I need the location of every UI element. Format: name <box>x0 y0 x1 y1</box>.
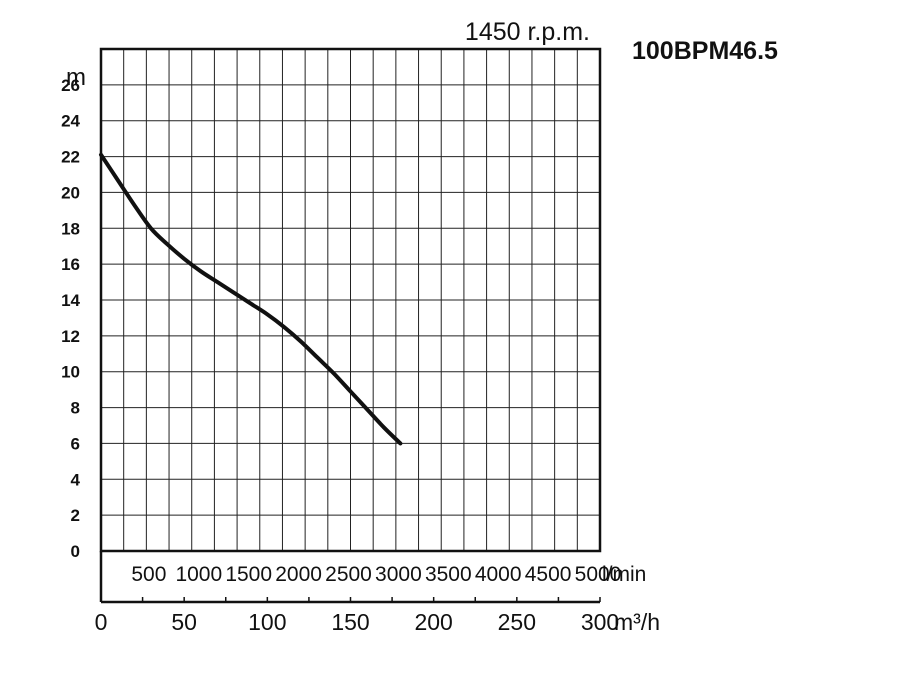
plot-border <box>99 47 602 553</box>
lmin-tick-label: 3500 <box>425 563 472 586</box>
lmin-tick-label: 500 <box>131 563 166 586</box>
y-tick-label: 0 <box>71 542 80 561</box>
y-tick-label: 2 <box>71 506 80 525</box>
m3h-tick-label: 100 <box>248 609 286 635</box>
y-tick-label: 14 <box>61 291 80 310</box>
chart-frame <box>99 47 602 604</box>
m3h-tick-label: 300 <box>581 609 619 635</box>
lmin-tick-labels: 500 1000 1500 2000 2500 3000 3500 4000 4500 5000 <box>131 563 621 586</box>
y-tick-label: 18 <box>61 219 80 238</box>
y-tick-label: 8 <box>71 399 80 418</box>
y-tick-label: 20 <box>61 183 80 202</box>
lmin-tick-label: 4500 <box>525 563 572 586</box>
m3h-tick-label: 250 <box>498 609 536 635</box>
lmin-axis-unit: l/min <box>602 563 646 586</box>
model-label: 100BPM46.5 <box>632 37 778 65</box>
lmin-tick-label: 2000 <box>275 563 322 586</box>
grid <box>101 49 600 551</box>
y-tick-label: 12 <box>61 327 80 346</box>
m3h-tick-label: 0 <box>95 609 108 635</box>
lmin-tick-label: 4000 <box>475 563 522 586</box>
y-tick-label: 6 <box>71 434 80 453</box>
m3h-tick-label: 150 <box>331 609 369 635</box>
y-axis-unit: m <box>66 64 86 91</box>
y-tick-label: 4 <box>71 470 81 489</box>
lmin-tick-label: 5000 <box>575 563 622 586</box>
y-tick-label: 22 <box>61 148 80 167</box>
speed-label: 1450 r.p.m. <box>465 18 590 46</box>
lmin-tick-label: 1000 <box>175 563 222 586</box>
y-tick-label: 10 <box>61 363 80 382</box>
lmin-tick-label: 3000 <box>375 563 422 586</box>
m3h-axis-unit: m³/h <box>614 609 660 635</box>
y-tick-label: 16 <box>61 255 80 274</box>
lmin-tick-label: 2500 <box>325 563 372 586</box>
m3h-tick-label: 50 <box>171 609 197 635</box>
y-tick-label: 26 <box>61 76 80 95</box>
m3h-tick-label: 200 <box>414 609 452 635</box>
y-tick-label: 24 <box>61 112 80 131</box>
curve-layer <box>99 152 403 446</box>
lmin-tick-label: 1500 <box>225 563 272 586</box>
m3h-tick-labels: 0 50 100 150 200 250 300 <box>95 609 620 635</box>
